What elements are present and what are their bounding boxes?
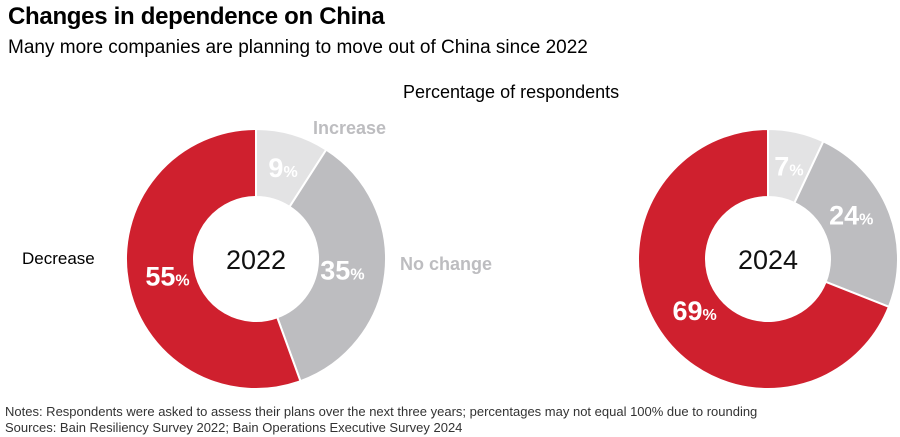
sources-text: Sources: Bain Resiliency Survey 2022; Ba… bbox=[5, 420, 463, 435]
slice-2022-no-change bbox=[275, 148, 387, 383]
measure-label: Percentage of respondents bbox=[403, 82, 620, 102]
pct-label-2022-increase: 9% bbox=[268, 153, 297, 183]
chart-subtitle: Many more companies are planning to move… bbox=[8, 37, 588, 58]
chart-footnotes: Notes: Respondents were asked to assess … bbox=[5, 404, 757, 436]
pct-label-2024-increase: 7% bbox=[774, 151, 803, 181]
notes-text: Notes: Respondents were asked to assess … bbox=[5, 404, 758, 419]
slice-2024-no-change bbox=[793, 140, 899, 309]
slice-2024-decrease bbox=[637, 127, 891, 390]
category-label-decrease: Decrease bbox=[22, 249, 95, 268]
year-label-2022: 2022 bbox=[226, 245, 286, 275]
year-label-2024: 2024 bbox=[738, 245, 798, 275]
category-label-increase: Increase bbox=[313, 118, 386, 138]
chart-title: Changes in dependence on China bbox=[8, 3, 385, 30]
slice-2022-decrease bbox=[125, 127, 302, 390]
category-label-no-change: No change bbox=[400, 254, 492, 274]
